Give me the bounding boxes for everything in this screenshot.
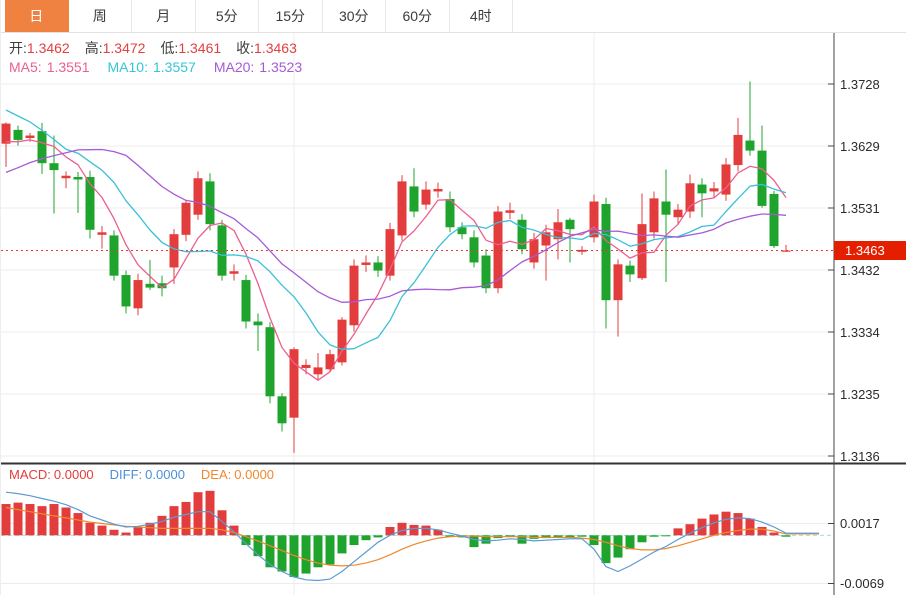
close-value: 1.3463 [254,40,297,56]
macd-label: MACD: [9,467,51,482]
tab-label: 60分 [402,8,433,24]
price-axis-label: 1.3728 [840,77,880,92]
ma20-value: 1.3523 [259,59,303,75]
tab-day[interactable]: 日 [5,0,69,32]
tab-5min[interactable]: 5分 [196,0,259,32]
tab-4hour[interactable]: 4时 [450,0,513,32]
price-axis-label: 1.3629 [840,139,880,154]
dea-value: 0.0000 [234,467,275,482]
tab-label: 日 [29,8,44,24]
macd-axis-label: -0.0069 [840,576,885,591]
macd-legend: MACD: 0.0000 DIFF: 0.0000 DEA: 0.0000 [9,467,277,482]
dea-label: DEA: [200,467,232,482]
price-axis-label: 1.3334 [840,325,880,340]
tab-label: 4时 [469,8,492,24]
tab-30min[interactable]: 30分 [323,0,386,32]
tab-label: 5分 [215,8,238,24]
macd-value: 0.0000 [53,467,94,482]
open-label: 开: [9,40,27,56]
high-label: 高: [84,40,103,56]
low-label: 低: [160,40,179,56]
open-value: 1.3462 [26,40,70,56]
price-axis-label: 1.3136 [840,449,880,464]
tab-month[interactable]: 月 [132,0,196,32]
tab-15min[interactable]: 15分 [259,0,323,32]
tab-week[interactable]: 周 [69,0,132,32]
low-value: 1.3461 [178,40,222,56]
current-price-badge: 1.3463 [834,241,906,260]
close-label: 收: [236,40,255,56]
tab-label: 周 [92,8,107,24]
ma5-label: MA5: [9,59,42,75]
ma5-value: 1.3551 [46,59,90,75]
price-axis-label: 1.3531 [840,201,880,216]
timeframe-tabbar: 日 周 月 5分 15分 30分 60分 4时 [1,0,906,33]
ma10-label: MA10: [107,59,148,75]
ma10-value: 1.3557 [152,59,196,75]
tab-label: 15分 [275,8,306,24]
ohlc-legend: 开:1.3462 高:1.3472 低:1.3461 收:1.3463 [9,38,312,58]
tab-label: 30分 [338,8,369,24]
ma20-label: MA20: [213,59,255,75]
diff-label: DIFF: [109,467,143,482]
price-axis-label: 1.3235 [840,387,880,402]
high-value: 1.3472 [102,40,146,56]
diff-value: 0.0000 [145,467,185,482]
tab-60min[interactable]: 60分 [386,0,450,32]
ma-legend: MA5: 1.3551 MA10: 1.3557 MA20: 1.3523 [9,59,307,75]
price-axis-label: 1.3432 [840,263,880,278]
tab-label: 月 [156,8,171,24]
macd-axis-label: 0.0017 [840,516,880,531]
